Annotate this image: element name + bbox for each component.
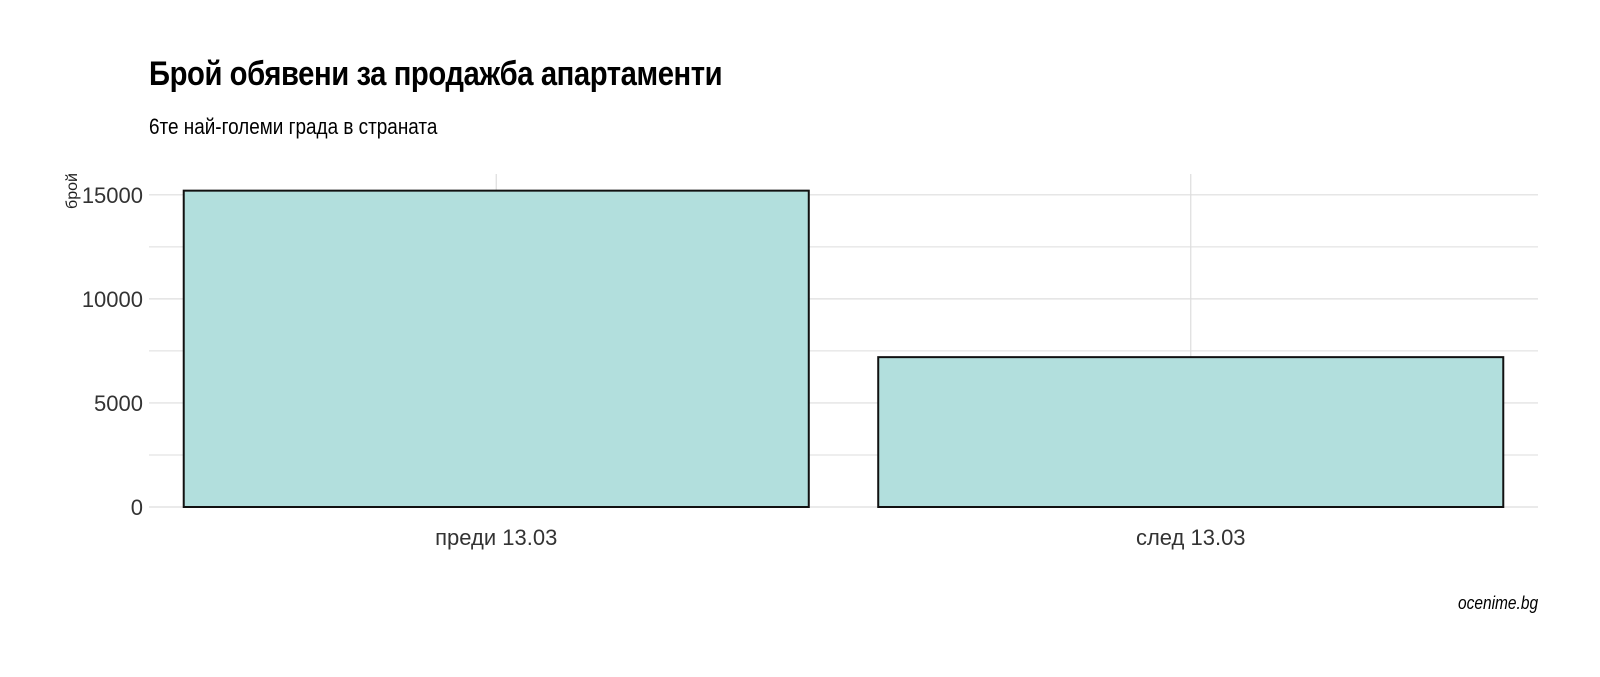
y-axis-ticks: 0 5000 10000 15000 [82, 183, 143, 520]
source-caption: ocenime.bg [1457, 593, 1538, 613]
x-axis-ticks: преди 13.03 след 13.03 [435, 525, 1245, 550]
y-tick-label: 0 [131, 495, 143, 520]
y-axis-title: брой [64, 173, 81, 209]
bars [182, 189, 1505, 508]
x-tick-label: преди 13.03 [435, 525, 557, 550]
x-tick-label: след 13.03 [1136, 525, 1246, 550]
y-tick-label: 10000 [82, 287, 143, 312]
bar [182, 189, 810, 508]
bar [877, 356, 1505, 508]
chart-title: Брой обявени за продажба апартаменти [149, 55, 723, 93]
chart-subtitle: 6те най-големи града в страната [149, 114, 438, 139]
y-tick-label: 15000 [82, 183, 143, 208]
y-tick-label: 5000 [94, 391, 143, 416]
